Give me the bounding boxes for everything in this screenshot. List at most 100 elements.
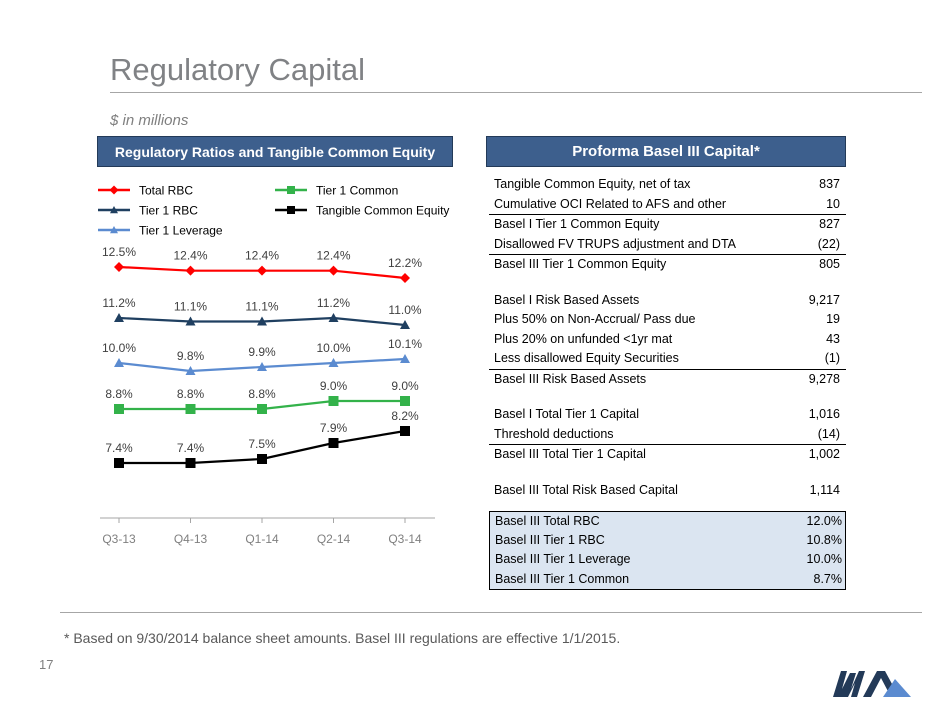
- table-row: Basel III Tier 1 RBC 10.8%: [490, 531, 845, 550]
- row-label: Plus 50% on Non-Accrual/ Pass due: [494, 312, 696, 326]
- data-label: 11.1%: [174, 300, 207, 314]
- table-row: Disallowed FV TRUPS adjustment and DTA (2…: [489, 235, 846, 255]
- summary-table: Basel III Total RBC 12.0% Basel III Tier 1…: [489, 511, 846, 590]
- footnote: * Based on 9/30/2014 balance sheet amoun…: [64, 630, 621, 646]
- table-row: Basel III Total Tier 1 Capital 1,002: [489, 445, 846, 465]
- title-divider: [110, 92, 922, 93]
- data-label: 8.2%: [391, 409, 419, 423]
- row-value: 837: [819, 177, 840, 191]
- table-row: Less disallowed Equity Securities (1): [489, 349, 846, 370]
- data-point: [185, 366, 196, 375]
- row-label: Basel I Total Tier 1 Capital: [494, 407, 639, 421]
- legend-label: Tier 1 Common: [316, 184, 398, 198]
- x-tick-label: Q4-13: [174, 532, 208, 546]
- row-value: 9,278: [808, 371, 840, 386]
- data-point: [328, 313, 339, 322]
- row-label: Basel III Total Tier 1 Capital: [494, 447, 646, 461]
- data-point: [400, 320, 410, 329]
- row-label: Disallowed FV TRUPS adjustment and DTA: [494, 236, 736, 251]
- table-row: Basel I Total Tier 1 Capital 1,016: [489, 405, 846, 425]
- data-label: 7.4%: [177, 441, 205, 455]
- row-spacer: [489, 275, 846, 291]
- x-tick-label: Q2-14: [317, 532, 351, 546]
- row-label: Less disallowed Equity Securities: [494, 351, 679, 365]
- data-point: [257, 316, 267, 326]
- data-label: 12.5%: [102, 245, 136, 259]
- table-row: Basel III Tier 1 Leverage 10.0%: [490, 550, 845, 569]
- table-row: Threshold deductions (14): [489, 425, 846, 445]
- row-value: 43: [826, 331, 840, 346]
- data-point: [400, 426, 410, 436]
- data-label: 7.4%: [105, 441, 133, 455]
- data-label: 10.0%: [102, 341, 136, 355]
- row-value: 10.0%: [806, 552, 842, 567]
- units-subtitle: $ in millions: [110, 112, 189, 129]
- data-label: 12.4%: [316, 249, 350, 263]
- data-label: 10.0%: [316, 341, 350, 355]
- row-value: 10.8%: [806, 533, 842, 548]
- row-value: 1,016: [808, 407, 840, 421]
- data-point: [257, 362, 267, 371]
- row-label: Basel III Total Risk Based Capital: [494, 482, 678, 497]
- data-point: [257, 454, 267, 464]
- row-value: 8.7%: [813, 571, 843, 586]
- data-label: 9.8%: [177, 349, 205, 363]
- data-label: 11.2%: [102, 296, 135, 310]
- row-value: 805: [819, 257, 840, 271]
- row-label: Basel III Risk Based Assets: [494, 371, 647, 386]
- row-label: Basel III Tier 1 Common Equity: [494, 257, 667, 271]
- x-tick-label: Q1-14: [245, 532, 279, 546]
- legend-marker: [110, 206, 118, 214]
- row-value: 10: [826, 196, 840, 211]
- basel-banner: Proforma Basel III Capital*: [486, 136, 846, 167]
- data-label: 9.9%: [248, 345, 276, 359]
- ratios-chart: Total RBC Tier 1 RBC Tier 1 Leverage Tier 1…: [98, 184, 449, 546]
- data-point: [328, 438, 339, 448]
- data-point: [114, 404, 124, 414]
- company-logo-icon: [833, 671, 911, 697]
- row-value: 1,002: [808, 447, 840, 461]
- data-label: 12.2%: [388, 256, 422, 270]
- data-point: [400, 273, 410, 283]
- data-label: 9.0%: [391, 379, 419, 393]
- data-label: 8.8%: [177, 387, 205, 401]
- data-point: [114, 458, 124, 468]
- row-label: Basel III Total RBC: [495, 514, 600, 528]
- row-label: Basel I Risk Based Assets: [494, 292, 640, 307]
- table-row: Basel III Total Risk Based Capital 1,114: [489, 481, 846, 501]
- data-point: [328, 358, 339, 367]
- data-point: [114, 313, 124, 322]
- row-value: (14): [817, 426, 840, 441]
- row-spacer: [489, 465, 846, 481]
- capital-table: Tangible Common Equity, net of tax 837 Cum…: [489, 175, 846, 500]
- row-label: Basel III Tier 1 Common: [495, 571, 630, 586]
- data-point: [185, 458, 196, 468]
- data-label: 9.0%: [320, 379, 348, 393]
- row-label: Cumulative OCI Related to AFS and other: [494, 196, 727, 211]
- data-point: [257, 404, 267, 414]
- legend-marker: [287, 206, 295, 214]
- row-label: Threshold deductions: [494, 426, 614, 441]
- row-value: 1,114: [809, 482, 840, 497]
- row-label: Basel III Tier 1 RBC: [495, 533, 605, 548]
- data-label: 7.9%: [320, 421, 348, 435]
- data-label: 8.8%: [248, 387, 276, 401]
- row-value: (22): [817, 236, 840, 251]
- data-point: [185, 316, 196, 326]
- footer-divider: [60, 612, 922, 613]
- data-label: 11.2%: [317, 296, 350, 310]
- row-label: Plus 20% on unfunded <1yr mat: [494, 331, 673, 346]
- page-title: Regulatory Capital: [110, 52, 366, 87]
- data-point: [328, 265, 339, 276]
- table-row: Plus 50% on Non-Accrual/ Pass due 19: [489, 310, 846, 330]
- table-row: Plus 20% on unfunded <1yr mat 43: [489, 330, 846, 350]
- row-label: Basel III Tier 1 Leverage: [495, 552, 631, 567]
- row-value: 12.0%: [806, 514, 842, 528]
- x-tick-label: Q3-13: [102, 532, 136, 546]
- data-label: 12.4%: [173, 249, 207, 263]
- row-label: Tangible Common Equity, net of tax: [494, 177, 691, 191]
- data-point: [114, 358, 124, 367]
- data-point: [185, 265, 196, 276]
- data-point: [328, 396, 339, 406]
- table-row: Basel III Tier 1 Common Equity 805: [489, 255, 846, 275]
